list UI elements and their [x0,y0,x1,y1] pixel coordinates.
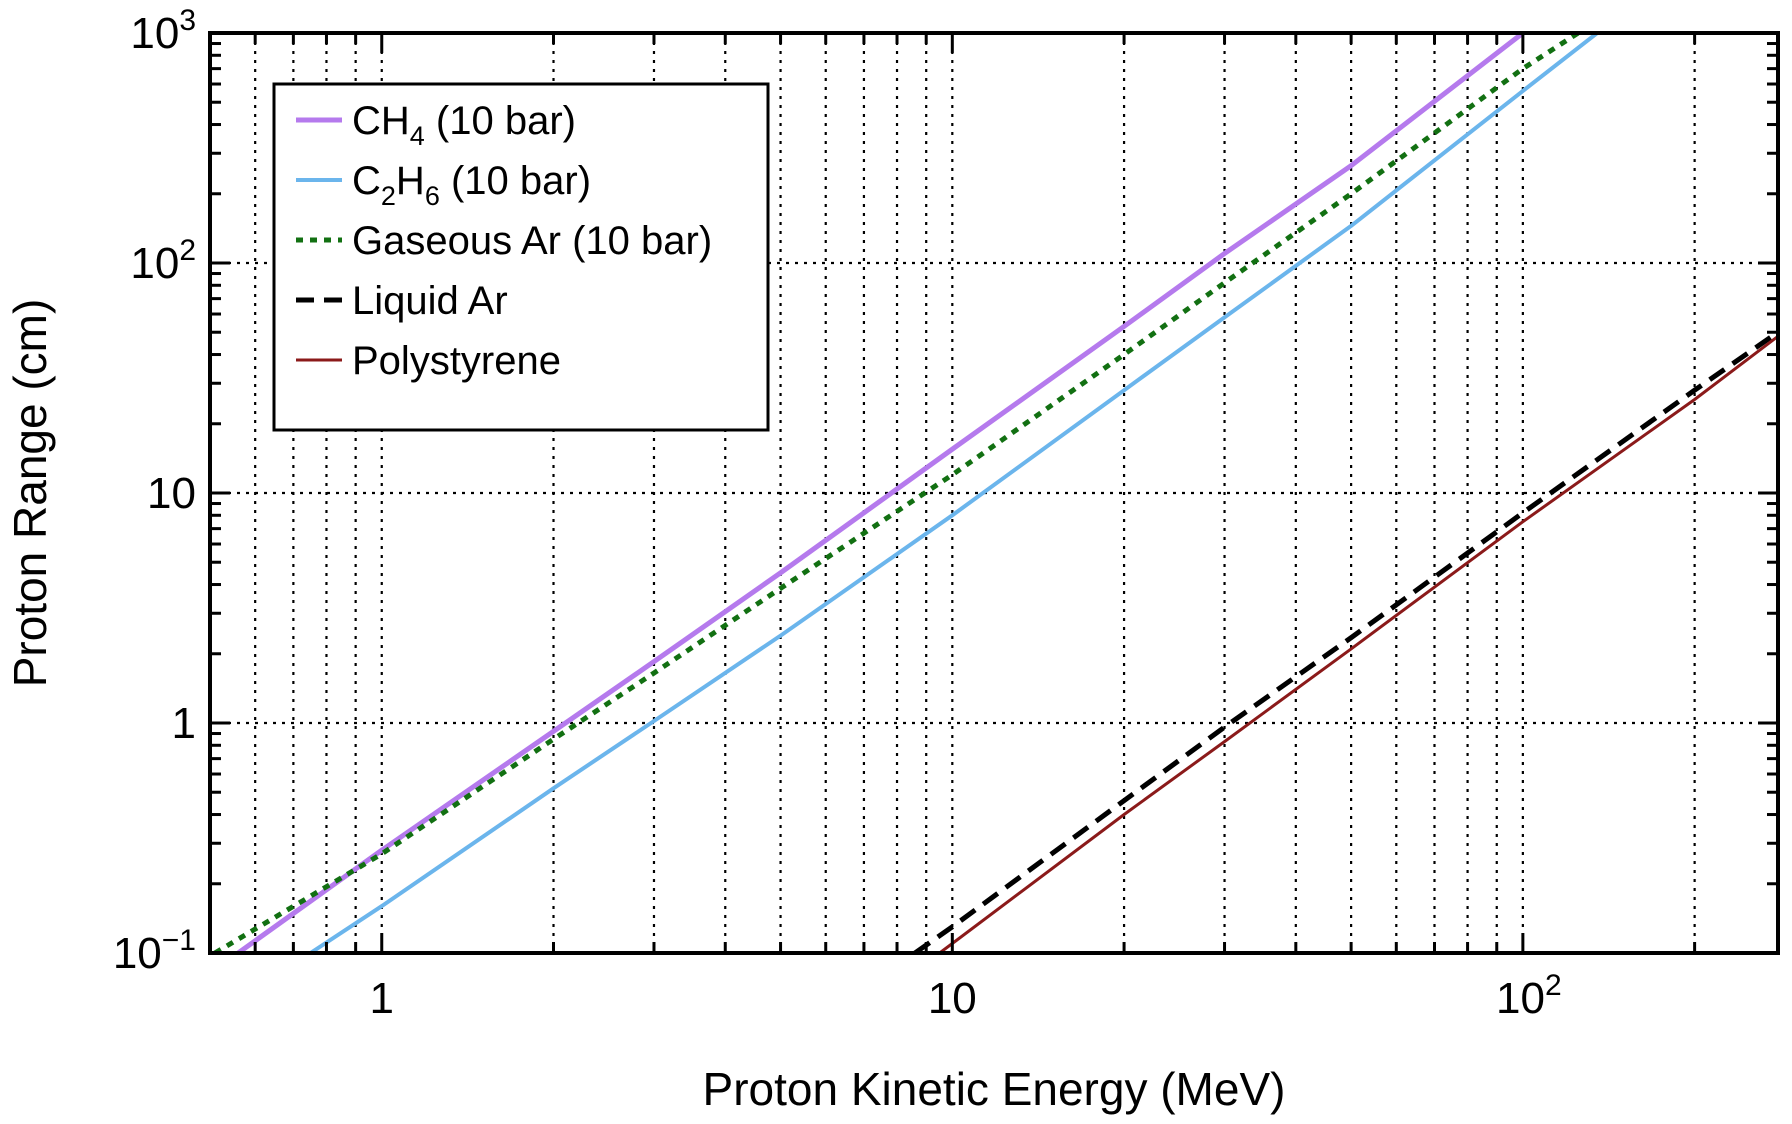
y-tick-label: 102 [130,234,196,288]
y-tick-label: 1 [172,699,196,748]
y-tick-label: 10 [147,469,196,518]
legend: CH4 (10 bar) C2H6 (10 bar) Gaseous Ar (10 … [272,82,770,432]
y-axis-title: Proton Range (cm) [4,299,56,688]
legend-label-2: Gaseous Ar (10 bar) [352,219,712,263]
x-tick-label: 102 [1496,969,1562,1023]
x-tick-label: 1 [370,974,394,1023]
series-line-0 [236,33,1525,953]
x-tick-label: 10 [928,974,977,1023]
series-line-3 [913,330,1778,953]
axis-ticks [210,33,1778,953]
legend-label-1: C2H6 (10 bar) [352,159,591,211]
legend-label-3: Liquid Ar [352,279,508,323]
legend-label-0: CH4 (10 bar) [352,99,576,151]
y-tick-label: 103 [130,4,196,58]
legend-label-4: Polystyrene [352,339,561,383]
x-axis-title: Proton Kinetic Energy (MeV) [703,1063,1286,1115]
series-line-4 [938,335,1778,953]
legend-box [272,82,770,432]
series-lines [213,33,1778,953]
y-tick-label: 10−1 [113,924,196,978]
tick-labels: 1 10 102 10−1 1 10 102 103 [113,4,1562,1023]
series-line-1 [309,33,1599,953]
